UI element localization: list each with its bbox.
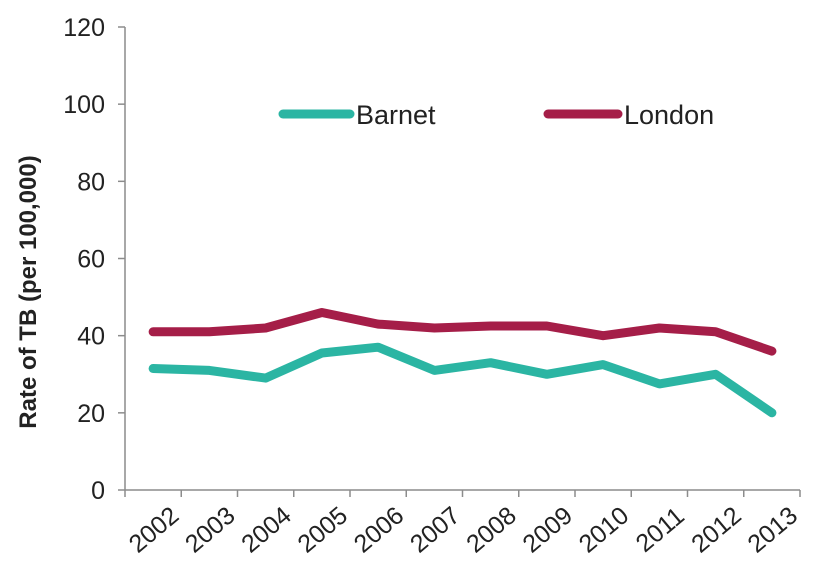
x-tick-label: 2004	[236, 501, 297, 558]
y-tick-label: 40	[77, 323, 105, 351]
x-tick-label: 2010	[574, 501, 635, 558]
y-tick-label: 20	[77, 400, 105, 428]
y-axis-title: Rate of TB (per 100,000)	[15, 155, 42, 428]
series-line-barnet	[148, 342, 777, 418]
x-tick-label: 2005	[292, 501, 353, 558]
y-tick-label: 60	[77, 246, 105, 274]
axes: 0204060801001202002200320042005200620072…	[63, 14, 803, 558]
x-tick-label: 2006	[349, 501, 410, 558]
y-tick-label: 0	[91, 477, 105, 505]
x-tick-label: 2012	[686, 501, 747, 558]
legend-label-london: London	[624, 100, 714, 130]
series-layer	[148, 308, 777, 418]
x-tick-label: 2003	[180, 501, 241, 558]
x-tick-label: 2011	[631, 502, 690, 558]
legend-label-barnet: Barnet	[356, 100, 436, 130]
x-tick-label: 2008	[461, 501, 522, 558]
y-tick-label: 100	[63, 91, 105, 119]
legend: Barnet London	[278, 100, 714, 130]
series-line-london	[148, 308, 777, 356]
x-tick-label: 2013	[742, 501, 803, 558]
y-tick-label: 120	[63, 14, 105, 42]
x-tick-label: 2007	[405, 501, 466, 558]
y-tick-label: 80	[77, 168, 105, 196]
x-tick-label: 2002	[124, 501, 185, 558]
x-tick-label: 2009	[517, 501, 578, 558]
